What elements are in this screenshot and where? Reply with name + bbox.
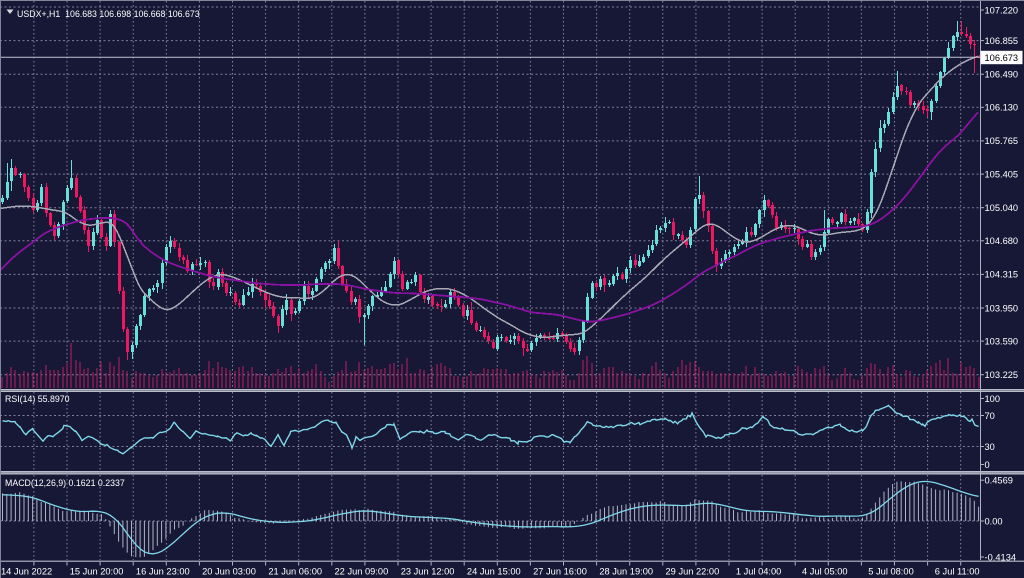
svg-text:30: 30 xyxy=(985,442,995,452)
svg-text:106.130: 106.130 xyxy=(985,103,1019,113)
svg-text:106.855: 106.855 xyxy=(985,36,1019,46)
svg-text:1 Jul 04:00: 1 Jul 04:00 xyxy=(736,567,782,577)
svg-text:RSI(14) 55.8970: RSI(14) 55.8970 xyxy=(5,394,70,404)
svg-text:105.040: 105.040 xyxy=(985,203,1019,213)
svg-text:22 Jun 09:00: 22 Jun 09:00 xyxy=(335,567,389,577)
svg-text:107.220: 107.220 xyxy=(985,5,1019,15)
svg-text:0.00: 0.00 xyxy=(985,516,1003,526)
svg-text:0.4569: 0.4569 xyxy=(985,476,1013,486)
svg-text:6 Jul 11:00: 6 Jul 11:00 xyxy=(935,567,980,577)
svg-text:70: 70 xyxy=(985,411,995,421)
svg-text:103.225: 103.225 xyxy=(985,370,1019,380)
svg-text:20 Jun 03:00: 20 Jun 03:00 xyxy=(202,567,256,577)
svg-text:14 Jun 2022: 14 Jun 2022 xyxy=(1,567,52,577)
svg-text:104.680: 104.680 xyxy=(985,236,1019,246)
svg-text:104.315: 104.315 xyxy=(985,270,1019,280)
svg-text:29 Jun 22:00: 29 Jun 22:00 xyxy=(666,567,720,577)
svg-text:24 Jun 15:00: 24 Jun 15:00 xyxy=(467,567,521,577)
svg-text:16 Jun 23:00: 16 Jun 23:00 xyxy=(136,567,190,577)
svg-text:27 Jun 16:00: 27 Jun 16:00 xyxy=(533,567,587,577)
svg-text:23 Jun 12:00: 23 Jun 12:00 xyxy=(401,567,455,577)
svg-text:MACD(12,26,9) 0.1621 0.2337: MACD(12,26,9) 0.1621 0.2337 xyxy=(5,478,125,488)
svg-text:100: 100 xyxy=(985,394,1001,404)
svg-text:USDX+,H1 106.683 106.698 106.: USDX+,H1 106.683 106.698 106.668 106.673 xyxy=(17,9,200,19)
svg-text:103.590: 103.590 xyxy=(985,336,1019,346)
svg-text:-0.4134: -0.4134 xyxy=(985,552,1017,562)
svg-text:103.950: 103.950 xyxy=(985,303,1019,313)
svg-text:105.765: 105.765 xyxy=(985,136,1019,146)
svg-text:106.673: 106.673 xyxy=(985,53,1019,63)
svg-text:5 Jul 08:00: 5 Jul 08:00 xyxy=(868,567,914,577)
svg-text:28 Jun 19:00: 28 Jun 19:00 xyxy=(599,567,653,577)
svg-text:21 Jun 06:00: 21 Jun 06:00 xyxy=(268,567,322,577)
svg-text:0: 0 xyxy=(985,460,990,470)
svg-text:105.405: 105.405 xyxy=(985,169,1019,179)
svg-text:106.490: 106.490 xyxy=(985,70,1019,80)
svg-text:4 Jul 05:00: 4 Jul 05:00 xyxy=(802,567,848,577)
svg-text:15 Jun 20:00: 15 Jun 20:00 xyxy=(70,567,124,577)
